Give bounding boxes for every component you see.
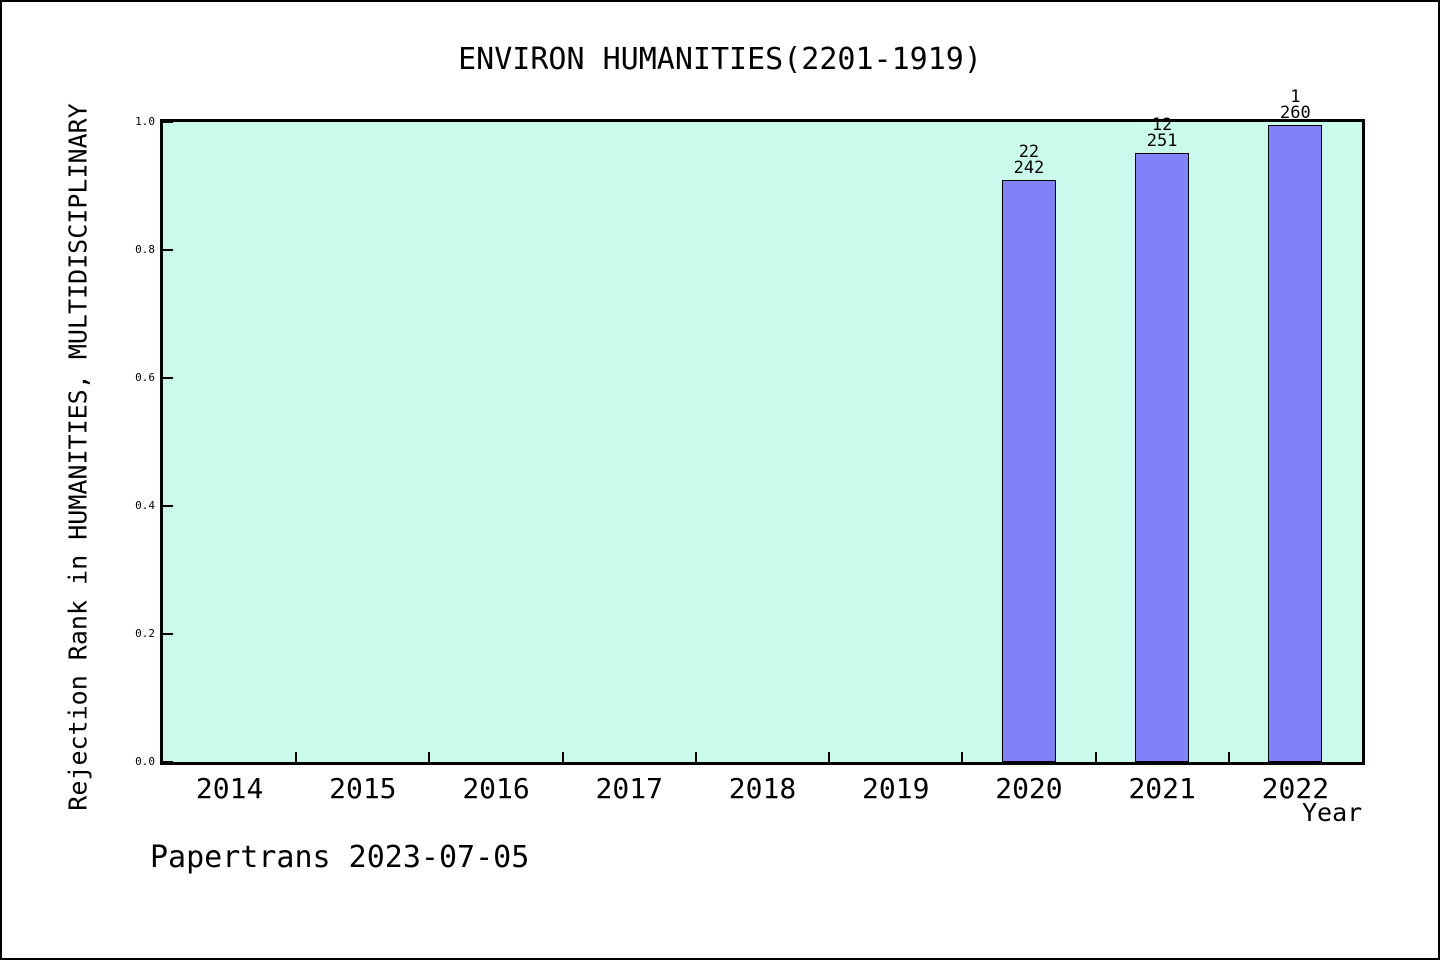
x-axis-tick-label: 2018 [728, 772, 797, 805]
x-tick-mark [561, 752, 564, 762]
y-tick-mark [163, 377, 173, 379]
y-tick-mark [163, 633, 173, 635]
bar-value-label: 12 251 [1146, 114, 1178, 151]
x-axis-tick-label: 2016 [462, 772, 530, 805]
x-axis-tick-label: 2014 [195, 772, 264, 805]
x-axis-tick-label: 2019 [862, 772, 930, 805]
x-axis-label: Year [1302, 798, 1363, 827]
bar [1001, 180, 1056, 762]
bar-value-label: 1 260 [1280, 86, 1311, 123]
y-tick-mark [163, 121, 173, 123]
y-tick-mark [163, 249, 173, 251]
x-tick-mark [1227, 752, 1230, 762]
y-axis-tick-label: 0.2 [135, 627, 155, 640]
x-tick-mark [694, 752, 697, 762]
bar [1268, 124, 1323, 762]
y-tick-mark [163, 505, 173, 507]
plot-area: 0.0 0.2 0.4 0.6 0.8 1.0 2014 2015 2016 2017 2018 20… [135, 88, 1365, 805]
y-axis-tick-label: 1.0 [135, 115, 155, 128]
x-tick-mark [295, 752, 298, 762]
x-axis-tick-label: 2021 [1128, 772, 1196, 805]
bar [1135, 152, 1190, 762]
x-tick-mark [961, 752, 964, 762]
x-axis-tick-label: 2017 [595, 772, 663, 805]
y-axis-tick-label: 0.4 [135, 499, 155, 512]
y-axis-tick-label: 0.8 [135, 243, 155, 256]
x-axis-tick-label: 2020 [995, 772, 1063, 805]
x-tick-mark [828, 752, 831, 762]
chart-title: ENVIRON HUMANITIES(2201-1919) [458, 42, 982, 77]
y-axis-tick-label: 0.0 [135, 755, 155, 768]
x-tick-mark [428, 752, 431, 762]
y-tick-mark [163, 761, 173, 763]
y-axis-label: Rejection Rank in HUMANITIES, MULTIDISCI… [63, 103, 93, 811]
watermark-text: Papertrans 2023-07-05 [150, 840, 530, 875]
x-tick-mark [1094, 752, 1097, 762]
x-axis-tick-label: 2015 [329, 772, 397, 805]
x-axis-tick-label: 2022 [1261, 772, 1330, 805]
bar-value-label: 22 242 [1013, 142, 1045, 179]
y-axis-tick-label: 0.6 [135, 371, 155, 384]
